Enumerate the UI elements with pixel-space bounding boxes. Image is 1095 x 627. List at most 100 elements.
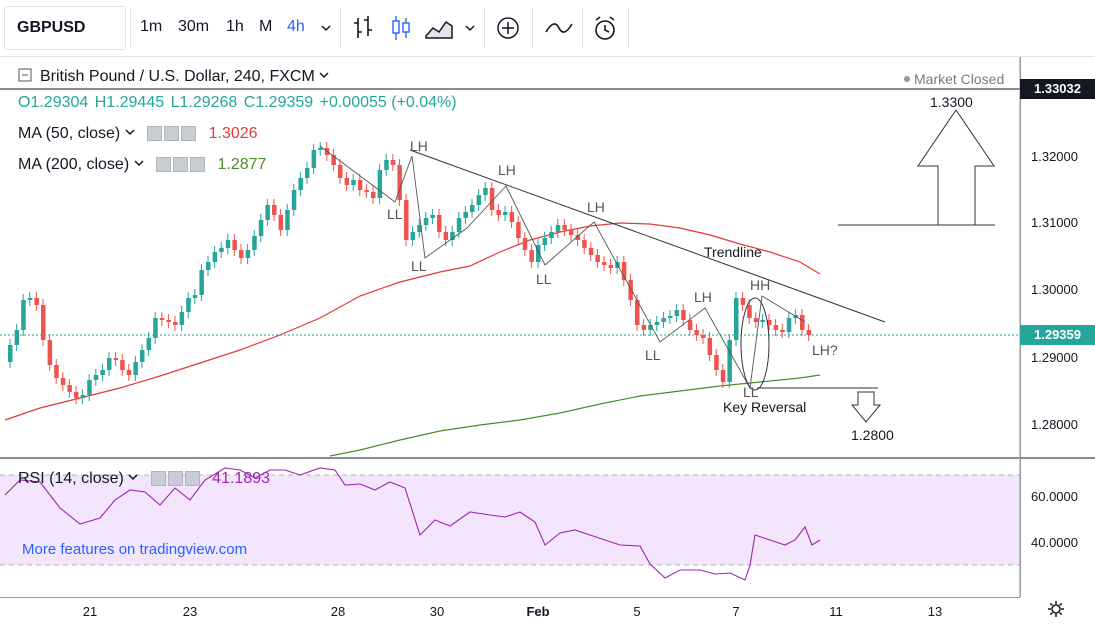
ohlc-high: H1.29445 <box>94 94 165 111</box>
ll-label: LL <box>536 271 552 287</box>
candle-body <box>470 205 475 212</box>
candle-body <box>714 355 719 370</box>
candle-body <box>635 300 640 325</box>
gear-icon[interactable] <box>173 157 189 173</box>
ll-label: LL <box>387 206 403 222</box>
candle-body <box>54 365 59 378</box>
candle-body <box>34 298 39 305</box>
candle-body <box>265 205 270 220</box>
price-label: 1.32000 <box>1031 149 1078 164</box>
alarm-clock-icon[interactable] <box>592 14 620 44</box>
candle-body <box>298 178 303 190</box>
candle-body <box>390 160 396 165</box>
candle-body <box>27 298 33 300</box>
price-axis[interactable]: 1.32000 1.31000 1.30000 1.29000 1.28000 … <box>1020 57 1095 597</box>
chevron-down-icon[interactable] <box>319 70 329 80</box>
eye-icon[interactable] <box>150 471 166 487</box>
close-icon[interactable] <box>190 157 206 173</box>
ohlc-close: C1.29359 <box>243 94 314 111</box>
compare-icon[interactable] <box>544 14 574 42</box>
timeframe-1m[interactable]: 1m <box>140 18 163 35</box>
price-label: 1.31000 <box>1031 215 1078 230</box>
timeframe-month[interactable]: M <box>259 18 273 35</box>
candle-body <box>153 318 158 338</box>
add-indicator-icon[interactable] <box>496 14 522 42</box>
candle-body <box>740 298 746 305</box>
ll-label: LL <box>645 347 661 363</box>
candle-body <box>780 330 785 332</box>
candle-body <box>192 295 198 298</box>
candle-body <box>450 232 455 240</box>
candle-body <box>767 320 772 325</box>
candle-body <box>272 205 277 215</box>
ma200-label: MA (200, close) <box>18 156 130 173</box>
close-icon[interactable] <box>181 126 197 142</box>
close-icon[interactable] <box>184 471 200 487</box>
top-toolbar: GBPUSD 1m 30m 1h M 4h <box>0 0 1095 57</box>
toolbar-divider <box>628 8 629 48</box>
candle-body <box>410 232 416 240</box>
candle-body <box>225 240 231 248</box>
market-status: Market Closed <box>904 71 1004 87</box>
settings-gear-icon[interactable] <box>1046 599 1066 619</box>
chevron-down-icon[interactable] <box>464 22 476 34</box>
candle-body <box>305 168 310 178</box>
candle-body <box>654 322 660 325</box>
timeframe-1h[interactable]: 1h <box>226 18 244 35</box>
ma200-legend[interactable]: MA (200, close) 1.2877 <box>18 156 266 174</box>
chevron-down-icon[interactable] <box>125 127 135 137</box>
legend-title-row: British Pound / U.S. Dollar, 240, FXCM <box>18 68 329 86</box>
gear-icon[interactable] <box>164 126 180 142</box>
eye-icon[interactable] <box>156 157 172 173</box>
candle-body <box>338 165 343 178</box>
target-up-label: 1.3300 <box>930 94 973 110</box>
promo-link[interactable]: More features on tradingview.com <box>22 541 248 558</box>
price-chart[interactable] <box>0 57 1095 626</box>
area-chart-icon[interactable] <box>424 14 454 42</box>
toolbar-divider <box>532 8 533 48</box>
time-label: 23 <box>182 604 198 619</box>
collapse-icon[interactable] <box>18 68 32 82</box>
candle-body <box>536 245 541 262</box>
key-reversal-label: Key Reversal <box>723 399 807 415</box>
candle-body <box>100 370 105 375</box>
candle-body <box>668 316 673 318</box>
timeframe-30m[interactable]: 30m <box>178 18 210 35</box>
eye-icon[interactable] <box>147 126 163 142</box>
chevron-down-icon[interactable] <box>128 472 138 482</box>
ma50-legend[interactable]: MA (50, close) 1.3026 <box>18 125 258 143</box>
chevron-down-icon[interactable] <box>320 22 332 34</box>
candle-body <box>239 250 244 258</box>
candle-body <box>687 320 693 330</box>
lh-label: LH <box>587 199 605 215</box>
candle-body <box>522 238 528 250</box>
candle-body <box>456 218 462 232</box>
candle-body <box>800 315 805 330</box>
candle-body <box>753 318 759 322</box>
ohlc-row: O1.29304 H1.29445 L1.29268 C1.29359 +0.0… <box>18 94 459 112</box>
gear-icon[interactable] <box>167 471 183 487</box>
candle-body <box>483 188 488 195</box>
chart-title[interactable]: British Pound / U.S. Dollar, 240, FXCM <box>40 68 315 85</box>
time-label: Feb <box>526 604 550 619</box>
last-price-tag: 1.29359 <box>1020 325 1095 345</box>
hh-label: HH <box>750 277 771 293</box>
rsi-legend[interactable]: RSI (14, close) 41.1893 <box>18 470 270 488</box>
candle-body <box>212 252 218 262</box>
bar-chart-icon[interactable] <box>352 14 376 42</box>
candle-body <box>562 225 567 230</box>
candle-body <box>727 340 732 382</box>
candle-body <box>107 358 112 370</box>
market-status-text: Market Closed <box>914 71 1005 87</box>
symbol-search[interactable]: GBPUSD <box>4 6 126 50</box>
candle-body <box>437 215 442 232</box>
candles-icon[interactable] <box>390 14 414 42</box>
symbol-label: GBPUSD <box>17 19 86 36</box>
candle-body <box>14 330 20 345</box>
chevron-down-icon[interactable] <box>134 158 144 168</box>
candle-body <box>206 262 211 270</box>
candle-body <box>503 212 508 215</box>
key-reversal-ellipse <box>740 297 770 391</box>
timeframe-4h[interactable]: 4h <box>287 18 305 35</box>
time-axis[interactable]: 21 23 28 30 Feb 5 7 11 13 <box>0 597 1020 627</box>
